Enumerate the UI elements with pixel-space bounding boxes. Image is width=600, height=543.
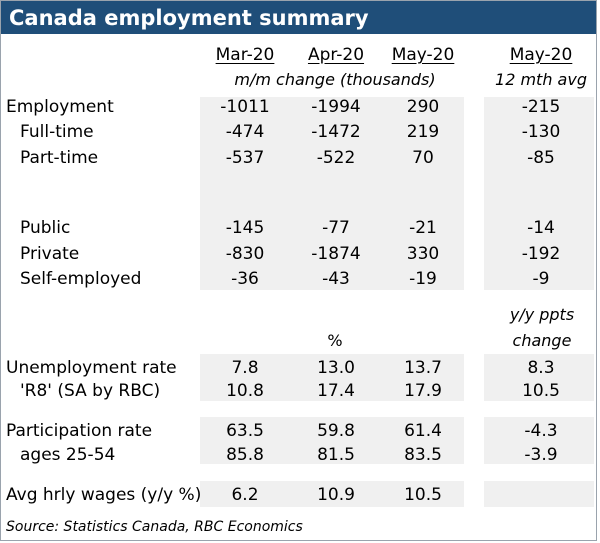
cell-part-time-may: 70 bbox=[412, 148, 434, 168]
row-label-unemployment-rate: Unemployment rate bbox=[6, 358, 177, 378]
cell-wages-apr: 10.9 bbox=[317, 485, 355, 505]
subheader-percent: % bbox=[327, 331, 343, 350]
column-header-apr-20: Apr-20 bbox=[307, 45, 365, 65]
subheader-12-mth-avg: 12 mth avg bbox=[495, 70, 587, 89]
row-label-self-employed: Self-employed bbox=[20, 269, 142, 289]
cell-full-time-mar: -474 bbox=[225, 122, 265, 142]
cell-participation-mar: 63.5 bbox=[226, 421, 264, 441]
cell-ages-apr: 81.5 bbox=[317, 445, 355, 465]
row-label-part-time: Part-time bbox=[20, 148, 99, 168]
cell-r8-change: 10.5 bbox=[522, 381, 560, 401]
row-label-private: Private bbox=[20, 244, 80, 264]
shade-block-participation-change bbox=[484, 417, 594, 464]
cell-unemployment-may: 13.7 bbox=[404, 358, 442, 378]
shade-block-unemployment bbox=[200, 354, 464, 401]
cell-employment-avg: -215 bbox=[521, 97, 561, 117]
cell-employment-apr: -1994 bbox=[311, 97, 361, 117]
cell-self-employed-avg: -9 bbox=[532, 269, 550, 289]
row-label-r8: 'R8' (SA by RBC) bbox=[20, 381, 161, 401]
cell-wages-may: 10.5 bbox=[404, 485, 442, 505]
row-label-avg-hrly-wages: Avg hrly wages (y/y %) bbox=[6, 485, 202, 505]
cell-private-apr: -1874 bbox=[311, 244, 361, 264]
cell-employment-mar: -1011 bbox=[220, 97, 270, 117]
cell-employment-may: 290 bbox=[406, 97, 440, 117]
cell-part-time-avg: -85 bbox=[527, 148, 555, 168]
cell-r8-may: 17.9 bbox=[404, 381, 442, 401]
cell-full-time-avg: -130 bbox=[521, 122, 561, 142]
cell-ages-mar: 85.8 bbox=[226, 445, 264, 465]
column-header-mar-20: Mar-20 bbox=[215, 45, 275, 65]
cell-unemployment-mar: 7.8 bbox=[231, 358, 259, 378]
cell-part-time-mar: -537 bbox=[225, 148, 265, 168]
shade-block-wages bbox=[200, 481, 464, 507]
cell-ages-may: 83.5 bbox=[404, 445, 442, 465]
column-header-may-20: May-20 bbox=[391, 45, 455, 65]
cell-public-avg: -14 bbox=[527, 218, 555, 238]
title-bar: Canada employment summary bbox=[1, 1, 596, 34]
shade-block-unemployment-change bbox=[484, 354, 594, 401]
cell-private-mar: -830 bbox=[225, 244, 265, 264]
cell-private-avg: -192 bbox=[521, 244, 561, 264]
subheader-change: change bbox=[512, 331, 572, 350]
cell-private-may: 330 bbox=[406, 244, 440, 264]
source-note: Source: Statistics Canada, RBC Economics bbox=[6, 519, 303, 535]
cell-self-employed-mar: -36 bbox=[231, 269, 259, 289]
subheader-yy-ppts: y/y ppts bbox=[509, 305, 575, 324]
row-label-ages-25-54: ages 25-54 bbox=[20, 445, 116, 465]
cell-part-time-apr: -522 bbox=[316, 148, 356, 168]
column-header-may-20-avg: May-20 bbox=[509, 45, 573, 65]
cell-participation-may: 61.4 bbox=[404, 421, 442, 441]
cell-public-may: -21 bbox=[409, 218, 437, 238]
cell-self-employed-apr: -43 bbox=[322, 269, 350, 289]
cell-unemployment-apr: 13.0 bbox=[317, 358, 355, 378]
row-label-participation-rate: Participation rate bbox=[6, 421, 153, 441]
subheader-mm-change: m/m change (thousands) bbox=[234, 70, 436, 89]
cell-ages-change: -3.9 bbox=[524, 445, 558, 465]
cell-r8-mar: 10.8 bbox=[226, 381, 264, 401]
row-label-public: Public bbox=[20, 218, 71, 238]
cell-r8-apr: 17.4 bbox=[317, 381, 355, 401]
cell-participation-apr: 59.8 bbox=[317, 421, 355, 441]
cell-self-employed-may: -19 bbox=[409, 269, 437, 289]
cell-public-apr: -77 bbox=[322, 218, 350, 238]
shade-block-employment-avg bbox=[484, 97, 594, 290]
cell-participation-change: -4.3 bbox=[524, 421, 558, 441]
cell-unemployment-change: 8.3 bbox=[527, 358, 555, 378]
cell-full-time-apr: -1472 bbox=[311, 122, 361, 142]
cell-wages-mar: 6.2 bbox=[231, 485, 259, 505]
row-label-full-time: Full-time bbox=[20, 122, 94, 142]
shade-block-employment bbox=[200, 97, 464, 290]
page-title: Canada employment summary bbox=[9, 6, 369, 30]
cell-public-mar: -145 bbox=[225, 218, 265, 238]
shade-block-participation bbox=[200, 417, 464, 464]
cell-full-time-may: 219 bbox=[406, 122, 440, 142]
shade-block-wages-change bbox=[484, 481, 594, 507]
row-label-employment: Employment bbox=[6, 97, 114, 117]
